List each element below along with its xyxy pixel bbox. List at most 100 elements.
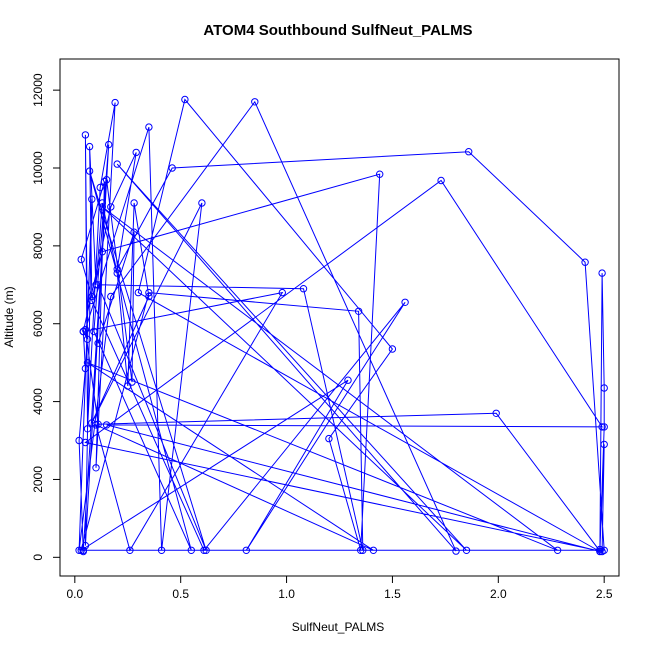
data-point: [325, 434, 333, 443]
data-point: [124, 382, 132, 390]
data-point: [92, 421, 100, 429]
data-point: [168, 164, 176, 172]
data-point: [83, 425, 92, 433]
y-axis-label: Altitude (m): [2, 286, 16, 347]
data-point: [452, 547, 460, 555]
data-point: [107, 203, 115, 211]
data-point: [94, 281, 102, 289]
x-tick-label: 1.5: [384, 587, 401, 601]
data-point: [132, 148, 140, 157]
data-point: [98, 248, 107, 256]
data-point: [437, 176, 445, 185]
data-point: [77, 546, 85, 554]
data-point: [598, 423, 606, 431]
data-point: [553, 546, 562, 554]
data-point: [357, 546, 365, 554]
data-point: [145, 292, 153, 301]
data-point: [134, 288, 143, 297]
data-point: [100, 177, 109, 186]
data-point: [600, 546, 608, 554]
data-point: [600, 423, 608, 431]
data-point: [83, 359, 92, 367]
data-point: [369, 546, 378, 554]
data-point: [465, 148, 473, 156]
data-point: [81, 131, 90, 139]
data-point: [126, 546, 134, 554]
chart-title: ATOM4 Southbound SulfNeut_PALMS: [203, 22, 472, 39]
data-point: [202, 546, 210, 554]
y-tick-label: 8000: [31, 232, 45, 259]
data-point: [111, 98, 119, 107]
data-point: [102, 421, 111, 429]
data-point: [81, 438, 90, 447]
data-point: [198, 199, 206, 207]
x-tick-label: 1.0: [278, 587, 295, 601]
y-tick-label: 2000: [31, 466, 45, 493]
series-line: [78, 98, 605, 553]
data-point: [85, 142, 94, 151]
data-point: [107, 292, 115, 301]
data-point: [157, 546, 166, 554]
data-point: [113, 269, 121, 277]
data-point: [354, 307, 363, 315]
data-point: [92, 464, 100, 472]
data-point: [181, 95, 189, 104]
data-point: [113, 265, 121, 273]
data-point: [200, 546, 208, 554]
data-point: [492, 409, 500, 417]
data-point: [92, 281, 100, 289]
data-point: [401, 298, 409, 306]
data-point: [96, 183, 104, 192]
data-point: [94, 339, 102, 347]
data-point: [299, 285, 308, 293]
data-point: [81, 541, 90, 550]
data-point: [128, 378, 136, 386]
data-point: [105, 140, 113, 149]
data-point: [596, 547, 604, 556]
data-point: [98, 203, 107, 211]
x-tick-label: 2.0: [490, 587, 507, 601]
x-axis: 0.0 0.5 1.0 1.5 2.0 2.5: [66, 575, 613, 601]
data-point: [83, 335, 92, 343]
y-tick-label: 4000: [31, 388, 45, 415]
data-point: [102, 176, 111, 184]
y-tick-label: 0: [31, 554, 45, 561]
data-point: [376, 170, 384, 178]
data-point: [130, 228, 138, 236]
data-point: [130, 199, 138, 207]
data-point: [88, 296, 96, 305]
y-tick-label: 12000: [31, 73, 45, 107]
data-point: [90, 327, 98, 336]
data-point: [81, 325, 90, 334]
data-point: [145, 288, 153, 297]
y-tick-label: 6000: [31, 310, 45, 337]
data-point: [98, 199, 107, 207]
y-tick-label: 10000: [31, 151, 45, 185]
data-point: [79, 546, 88, 554]
data-point: [600, 384, 608, 392]
data-point: [598, 269, 606, 277]
data-point: [77, 255, 85, 264]
data-point: [88, 292, 96, 301]
data-point: [242, 546, 251, 554]
x-tick-label: 0.5: [172, 587, 189, 601]
x-tick-label: 2.5: [596, 587, 613, 601]
data-point: [79, 327, 88, 336]
data-point: [344, 376, 352, 384]
data-point: [462, 546, 471, 554]
data-point: [251, 98, 259, 106]
data-point: [596, 545, 604, 554]
x-tick-label: 0.0: [66, 587, 83, 601]
data-point: [388, 345, 397, 353]
data-point: [278, 288, 286, 297]
y-axis: 0 2000 4000 6000 8000 10000 12000: [31, 73, 61, 561]
plot-frame: [59, 58, 620, 577]
data-point: [75, 546, 83, 554]
data-point: [581, 258, 589, 266]
data-point: [187, 546, 196, 554]
data-point: [359, 546, 367, 554]
data-series-group: [75, 95, 608, 556]
data-point: [85, 167, 94, 175]
data-point: [88, 195, 96, 203]
